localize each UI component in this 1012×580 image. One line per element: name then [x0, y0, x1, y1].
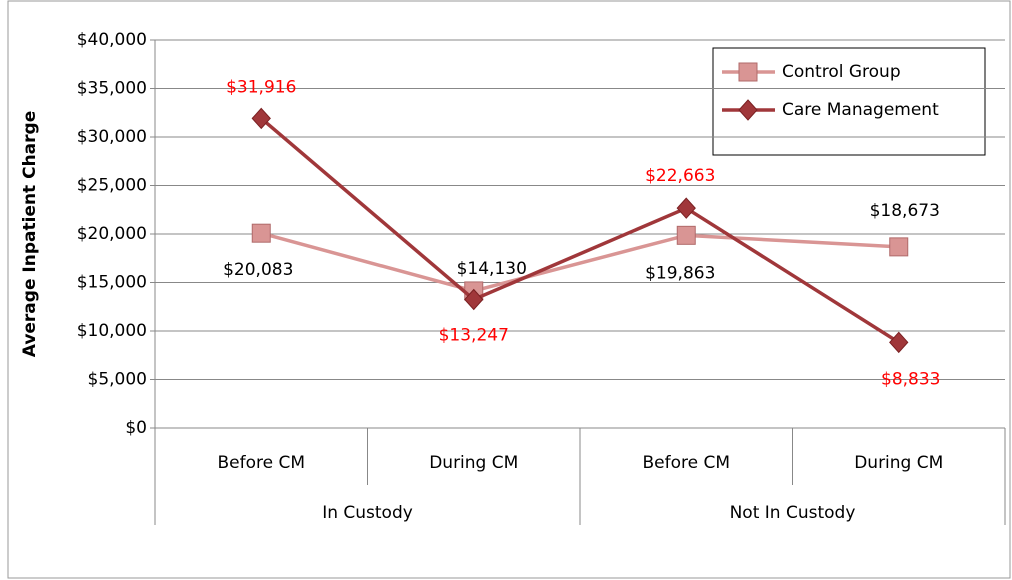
x-tick-label: Before CM	[642, 453, 730, 473]
y-tick-label: $0	[125, 418, 147, 438]
data-label: $13,247	[439, 326, 509, 346]
x-tick-label: During CM	[854, 453, 943, 473]
y-tick-label: $15,000	[77, 273, 147, 293]
group-label: In Custody	[322, 503, 413, 523]
data-point	[889, 331, 909, 354]
y-tick-label: $10,000	[77, 321, 147, 341]
data-label: $18,673	[870, 201, 940, 221]
y-tick-label: $40,000	[77, 30, 147, 50]
data-label: $14,130	[457, 259, 527, 279]
legend-label: Control Group	[782, 62, 901, 82]
data-label: $22,663	[645, 166, 715, 186]
y-tick-label: $35,000	[77, 79, 147, 99]
data-point	[251, 107, 271, 130]
data-label: $20,083	[223, 260, 293, 280]
data-point	[251, 223, 271, 243]
x-tick-label: Before CM	[217, 453, 305, 473]
data-label: $19,863	[645, 263, 715, 283]
series-line	[260, 117, 900, 344]
x-tick-label: During CM	[429, 453, 518, 473]
group-label: Not In Custody	[730, 503, 856, 523]
y-axis-label: Average Inpatient Charge	[20, 111, 40, 357]
data-point	[676, 197, 696, 219]
legend-label: Care Management	[782, 100, 939, 120]
legend-marker	[738, 99, 758, 121]
data-point	[464, 288, 484, 311]
y-tick-label: $25,000	[77, 176, 147, 196]
data-point	[676, 225, 696, 245]
legend-marker	[738, 62, 758, 82]
data-point	[889, 237, 909, 257]
data-label: $31,916	[226, 77, 296, 97]
y-tick-label: $20,000	[77, 224, 147, 244]
y-tick-label: $30,000	[77, 127, 147, 147]
y-tick-label: $5,000	[88, 370, 147, 390]
data-label: $8,833	[881, 369, 940, 389]
series-line	[260, 231, 899, 293]
